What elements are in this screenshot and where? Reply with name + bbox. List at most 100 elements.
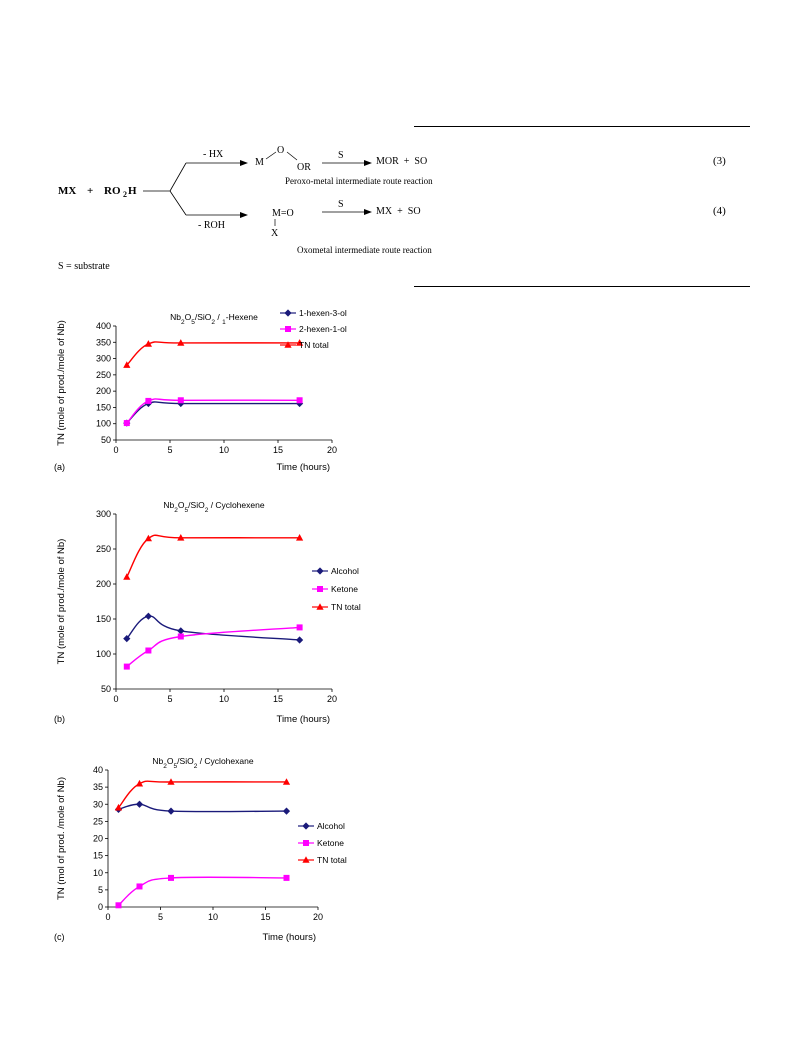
data-point [123,361,131,368]
chart-title: Nb2O5/SiO2 / Cyclohexene [163,500,264,514]
x-tick-label: 20 [327,445,337,455]
x-tick-label: 5 [167,445,172,455]
series-line-ketone [126,626,300,668]
x-tick-label: 0 [113,445,118,455]
y-tick-label: 50 [101,684,111,694]
s-bottom: S [338,199,344,210]
series-line-alcohol [118,803,287,813]
y-tick-label: 5 [98,885,103,895]
data-point [123,573,131,580]
legend-marker [302,856,310,863]
series-line-1-hexen-3-ol [126,401,300,424]
equation-number-3: (3) [713,155,726,167]
y-tick-label: 30 [93,799,103,809]
y-tick-label: 20 [93,834,103,844]
legend-label: Ketone [331,584,358,594]
y-tick-label: 10 [93,868,103,878]
data-point [167,807,175,815]
chart-title: Nb2O5/SiO2 / Cyclohexane [152,756,253,770]
peroxo-m: M [255,157,264,168]
y-tick-label: 100 [96,649,111,659]
legend-marker [316,603,324,610]
legend-label: Alcohol [331,566,359,576]
x-tick-label: 15 [273,694,283,704]
x-tick-label: 20 [327,694,337,704]
x-tick-label: 15 [273,445,283,455]
x-tick-label: 15 [260,912,270,922]
y-tick-label: 250 [96,370,111,380]
top-rule [414,126,750,127]
x-tick-label: 5 [167,694,172,704]
y-tick-label: 300 [96,354,111,364]
series-line-tn-total [126,341,300,366]
data-point [177,633,184,640]
data-point [296,339,304,346]
data-point [177,534,185,541]
data-point [177,339,185,346]
data-point [145,647,152,654]
data-point [283,874,290,881]
y-tick-label: 250 [96,544,111,554]
y-tick-label: 150 [96,614,111,624]
reactant-ro: RO [104,185,121,197]
y-tick-label: 300 [96,509,111,519]
legend-marker [285,326,291,332]
reaction-scheme: MX + RO 2 H - HX - ROH M O OR M=O X S S … [58,145,726,272]
data-point [167,778,175,785]
y-axis-label: TN (mole of prod./mole of Nb) [56,320,67,446]
chart-cyclohexene: 50 100 150 200 250 300 0 5 10 15 20 Nb2O5/SiO2 / Cy… [54,500,361,725]
data-point [144,534,152,542]
series-line-2-hexen-1-ol [126,398,300,424]
y-axis-label: TN (mol of prod. /mole of Nb) [56,777,67,900]
legend-marker [317,586,323,592]
y-tick-label: 25 [93,816,103,826]
bottom-rule [414,286,750,287]
product-top: MOR + SO [376,156,427,167]
x-tick-label: 10 [208,912,218,922]
legend-marker [302,822,310,830]
legend-label: TN total [317,855,347,865]
panel-label: (a) [54,462,65,472]
product-bottom: MX + SO [376,206,421,217]
reactant-mx: MX [58,185,76,197]
data-point [145,397,152,404]
panel-label: (c) [54,932,65,942]
data-point [135,779,144,787]
oxo-m: M=O [272,208,294,219]
x-tick-label: 0 [105,912,110,922]
data-point [123,663,130,670]
x-tick-label: 5 [158,912,163,922]
legend-label: TN total [299,340,329,350]
legend-label: Ketone [317,838,344,848]
data-point [282,778,291,785]
branch-top-label: - HX [203,149,224,160]
data-point [115,902,122,909]
y-tick-label: 50 [101,435,111,445]
y-tick-label: 35 [93,782,103,792]
data-point [177,397,184,404]
route-bottom-caption: Oxometal intermediate route reaction [297,245,432,255]
x-tick-label: 10 [219,694,229,704]
data-point [296,636,304,644]
legend-marker [284,341,292,348]
chart-cyclohexane: 0 5 10 15 20 25 30 35 40 0 5 10 15 20 Nb2O5/SiO2 / Cyc… [54,756,347,943]
y-tick-label: 200 [96,386,111,396]
y-tick-label: 150 [96,402,111,412]
y-tick-label: 200 [96,579,111,589]
reactant-plus: + [87,185,93,197]
reactant-ro-sub: 2 [123,190,127,199]
legend-label: Alcohol [317,821,345,831]
panel-label: (b) [54,714,65,724]
y-tick-label: 100 [96,419,111,429]
series-line-ketone [118,876,287,906]
oxo-x: X [271,228,279,239]
data-point [114,803,123,811]
reactant-h: H [128,185,137,197]
peroxo-or: OR [297,162,311,173]
legend-label: 1-hexen-3-ol [299,308,347,318]
branch-bottom-label: - ROH [198,220,225,231]
data-point [123,420,130,427]
data-point [135,800,144,808]
y-tick-label: 400 [96,321,111,331]
route-top-caption: Peroxo-metal intermediate route reaction [285,176,433,186]
